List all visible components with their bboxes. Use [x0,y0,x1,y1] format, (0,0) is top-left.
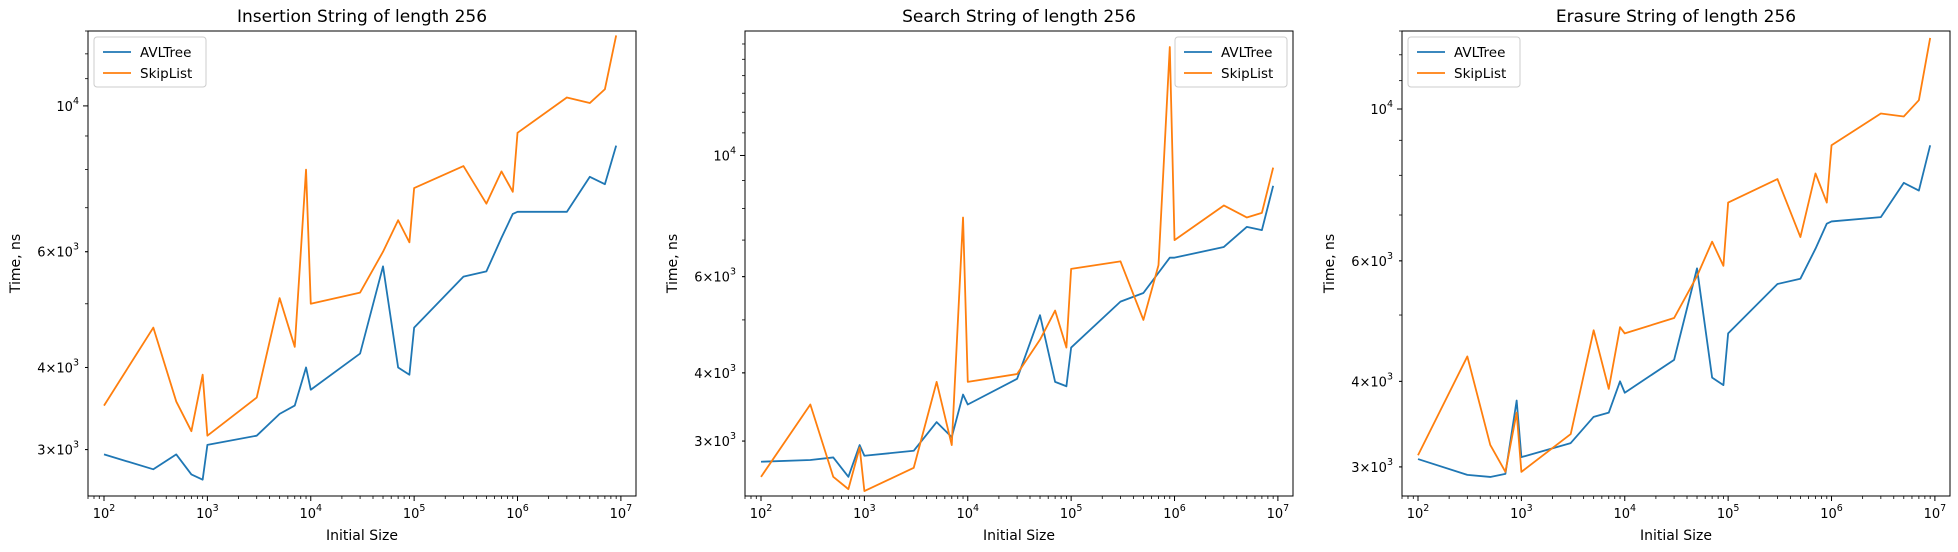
x-tick-label: 103 [853,503,876,522]
legend-entry: AVLTree [1221,45,1272,61]
series-line-avltree [1417,145,1932,478]
legend-entry: SkipList [1221,66,1273,82]
x-tick-label: 106 [1163,503,1186,522]
x-tick-label: 102 [750,503,773,522]
x-axis-label: Initial Size [983,528,1055,544]
y-axis-label: Time, ns [8,234,24,294]
x-tick-label: 102 [1407,503,1430,522]
series-line-skiplist [760,46,1275,492]
series-line-skiplist [1417,37,1932,473]
legend-entry: AVLTree [140,45,191,61]
series-line-avltree [103,145,618,481]
x-tick-label: 106 [506,503,529,522]
y-tick-label: 3×103 [1351,457,1393,476]
legend-entry: SkipList [140,66,192,82]
y-tick-label: 6×103 [1351,251,1393,270]
plot-frame [1401,30,1951,497]
x-tick-label: 107 [610,503,633,522]
chart-3: Erasure String of length 256 102 103 104 105… [1322,7,1951,544]
legend: AVLTree SkipList [1407,36,1521,88]
y-tick-label: 6×103 [37,242,79,261]
plot-frame [744,30,1294,497]
x-axis-label: Initial Size [1640,528,1712,544]
x-axis-label: Initial Size [326,528,398,544]
x-tick-label: 102 [93,503,116,522]
y-tick-label: 6×103 [694,267,736,286]
legend-entry: AVLTree [1454,45,1505,61]
chart-title: Search String of length 256 [902,7,1136,27]
chart-2: Search String of length 256 102 103 104 105 1… [665,7,1294,544]
x-tick-label: 105 [403,503,426,522]
x-tick-label: 106 [1820,503,1843,522]
chart-title: Insertion String of length 256 [237,7,487,27]
y-tick-label: 4×103 [37,357,79,376]
y-axis-label: Time, ns [1322,234,1338,294]
y-tick-label: 4×103 [1351,371,1393,390]
legend-entry: SkipList [1454,66,1506,82]
legend: AVLTree SkipList [93,36,207,88]
y-tick-label: 3×103 [37,440,79,459]
y-tick-label: 104 [1370,99,1393,118]
x-tick-label: 107 [1267,503,1290,522]
y-tick-label: 104 [56,96,79,115]
x-tick-label: 104 [1613,503,1636,522]
x-tick-label: 103 [1510,503,1533,522]
legend: AVLTree SkipList [1174,36,1288,88]
series-line-skiplist [103,35,618,437]
legend-box [1174,36,1288,88]
legend-box [93,36,207,88]
chart-title: Erasure String of length 256 [1556,7,1796,27]
x-tick-label: 104 [299,503,322,522]
x-tick-label: 104 [956,503,979,522]
series-line-avltree [760,185,1275,478]
y-tick-label: 104 [713,145,736,164]
x-tick-label: 107 [1924,503,1947,522]
x-tick-label: 105 [1717,503,1740,522]
y-tick-label: 3×103 [694,431,736,450]
x-tick-label: 105 [1060,503,1083,522]
y-tick-label: 4×103 [694,363,736,382]
chart-1: Insertion String of length 256 102 103 104 1… [8,7,637,544]
y-axis-label: Time, ns [665,234,681,294]
legend-box [1407,36,1521,88]
plot-frame [87,30,637,497]
x-tick-label: 103 [196,503,219,522]
